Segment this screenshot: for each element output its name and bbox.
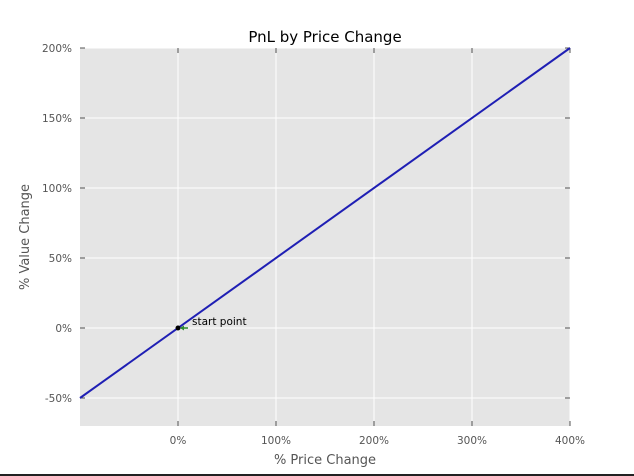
y-tick-label: 100% xyxy=(42,183,72,195)
x-tick-label: 0% xyxy=(170,435,187,447)
y-tick-label: -50% xyxy=(45,393,72,405)
plot-background xyxy=(80,48,570,426)
chart-title: PnL by Price Change xyxy=(248,28,401,46)
x-tick-label: 100% xyxy=(261,435,291,447)
y-tick-label: 0% xyxy=(55,323,72,335)
annotation-label: start point xyxy=(192,316,247,328)
series-line xyxy=(79,47,571,399)
series-layer xyxy=(79,47,571,399)
window-bottom-edge xyxy=(0,474,634,476)
x-tick-label: 400% xyxy=(555,435,585,447)
grid-lines xyxy=(80,47,571,426)
y-tick-label: 150% xyxy=(42,113,72,125)
y-tick-label: 50% xyxy=(49,253,72,265)
annotation-arrowhead xyxy=(180,325,184,331)
axis-ticks: 0% 100% 200% 300% 400% -50% 0% 50% 100% 150% 200% xyxy=(42,43,585,447)
x-tick-label: 300% xyxy=(457,435,487,447)
y-axis-label: % Value Change xyxy=(18,184,33,290)
annotation-layer: start point xyxy=(175,316,247,331)
start-point-marker xyxy=(175,325,181,331)
x-tick-label: 200% xyxy=(359,435,389,447)
x-axis-label: % Price Change xyxy=(274,453,376,468)
y-tick-label: 200% xyxy=(42,43,72,55)
